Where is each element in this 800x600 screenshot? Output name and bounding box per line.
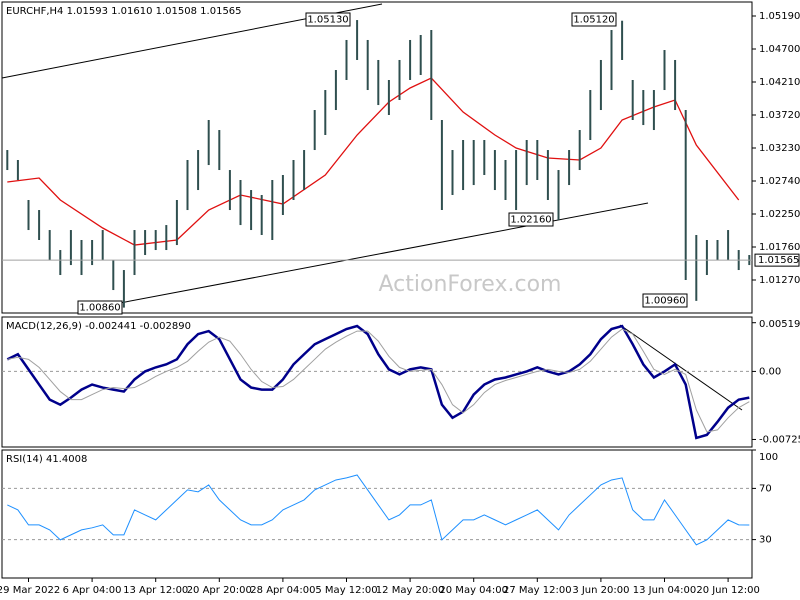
annotation-box [77, 300, 123, 315]
y-tick-label: 1.02740 [759, 176, 800, 187]
series-line [7, 474, 750, 546]
annotation: 1.05130 [307, 15, 348, 26]
annotation-box [642, 293, 688, 308]
x-tick-label: 20 Apr 20:00 [187, 585, 252, 596]
y-tick-label: 1.01270 [759, 275, 800, 286]
last-price-box [754, 253, 800, 267]
x-tick-label: 20 Jun 12:00 [696, 585, 760, 596]
series-line [7, 328, 750, 433]
annotation: 1.05120 [573, 15, 614, 26]
y-tick-label: 1.05190 [759, 11, 800, 22]
y-tick-label: 1.01760 [759, 242, 800, 253]
series-line [6, 324, 750, 440]
y-tick-label: 1.02250 [759, 209, 800, 220]
y-tick-label: 1.03230 [759, 143, 800, 154]
panel-title: EURCHF,H4 1.01593 1.01610 1.01508 1.0156… [6, 6, 242, 17]
x-tick-label: 13 Apr 12:00 [123, 585, 188, 596]
last-price-label: 1.01565 [758, 255, 799, 266]
annotation: 1.00960 [644, 296, 685, 307]
y-tick-label: 1.03720 [759, 110, 800, 121]
x-tick-label: 12 May 20:00 [376, 585, 445, 596]
panel-frame [1, 1, 753, 314]
macd-trendline [619, 324, 743, 411]
y-tick-label: 0.005196 [759, 319, 800, 330]
annotation-box [571, 12, 617, 27]
annotation: 1.02160 [510, 215, 551, 226]
x-tick-label: 28 Apr 04:00 [250, 585, 315, 596]
y-tick-label: 70 [759, 483, 772, 494]
x-tick-label: 20 May 04:00 [439, 585, 508, 596]
annotation-box [508, 212, 554, 227]
y-tick-label: 1.04700 [759, 44, 800, 55]
panel-title: RSI(14) 41.4008 [6, 454, 87, 465]
y-tick-label: 30 [759, 535, 772, 546]
x-tick-label: 5 May 12:00 [315, 585, 377, 596]
y-tick-label: 0.00 [759, 366, 781, 377]
watermark: ActionForex.com [379, 272, 562, 297]
x-tick-label: 27 May 12:00 [503, 585, 572, 596]
y-tick-label: 1.04210 [759, 77, 800, 88]
y-tick-label: 100 [759, 452, 778, 463]
x-tick-label: 13 Jun 04:00 [633, 585, 697, 596]
annotation: 1.00860 [79, 303, 120, 314]
channel-lower [119, 202, 649, 304]
panel-frame [1, 449, 753, 579]
y-tick-label: -0.007259 [759, 434, 800, 445]
x-tick-label: 6 Apr 04:00 [63, 585, 122, 596]
panel-frame [1, 316, 753, 448]
annotation-box [305, 12, 351, 27]
x-tick-label: 3 Jun 20:00 [572, 585, 629, 596]
x-tick-label: 29 Mar 2022 [0, 585, 60, 596]
panel-title: MACD(12,26,9) -0.002441 -0.002890 [6, 321, 191, 332]
